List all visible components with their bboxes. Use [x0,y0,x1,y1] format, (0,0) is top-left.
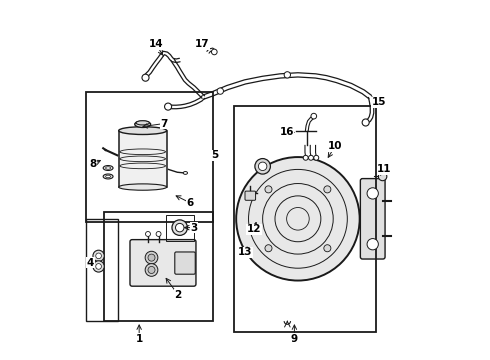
Circle shape [324,186,331,193]
Circle shape [145,251,158,264]
Circle shape [175,224,184,232]
Circle shape [145,264,158,276]
Text: 17: 17 [195,39,209,49]
Circle shape [165,103,172,110]
Circle shape [93,261,104,272]
Circle shape [324,245,331,252]
Circle shape [314,155,318,160]
Text: 3: 3 [190,222,197,233]
Bar [234,106,375,332]
Bar [86,219,118,321]
Text: 12: 12 [246,224,261,234]
Ellipse shape [106,175,111,178]
Ellipse shape [103,174,113,179]
Text: 1: 1 [136,334,143,344]
FancyBboxPatch shape [175,252,195,274]
Bar [119,131,167,187]
Circle shape [96,253,101,259]
Text: 4: 4 [87,258,94,268]
Text: 2: 2 [174,290,182,300]
Circle shape [236,157,360,280]
Circle shape [172,220,188,235]
Ellipse shape [119,184,167,190]
Text: 5: 5 [211,150,219,160]
Ellipse shape [103,166,113,171]
Text: 6: 6 [187,198,194,208]
FancyBboxPatch shape [360,179,385,259]
Text: 10: 10 [328,141,342,152]
Text: 13: 13 [238,247,252,257]
Circle shape [255,158,270,174]
Circle shape [148,266,155,274]
Circle shape [367,188,378,199]
Bar [86,92,213,222]
Circle shape [96,264,101,269]
Circle shape [217,88,223,94]
Circle shape [212,49,217,55]
Circle shape [146,231,150,237]
Bar [166,215,194,241]
Circle shape [93,250,104,261]
Circle shape [367,239,378,250]
Circle shape [265,245,272,252]
Ellipse shape [106,167,111,169]
Circle shape [284,72,291,78]
Text: 15: 15 [372,98,386,107]
FancyBboxPatch shape [130,240,196,286]
Ellipse shape [136,121,149,125]
Circle shape [309,155,314,160]
FancyBboxPatch shape [245,191,256,200]
Text: 14: 14 [149,39,163,49]
Text: 7: 7 [160,118,168,129]
Circle shape [142,74,149,81]
Circle shape [265,186,272,193]
Circle shape [311,113,317,119]
Text: 11: 11 [377,165,392,174]
Bar [104,212,213,321]
Circle shape [303,155,308,160]
Text: 9: 9 [291,334,298,344]
Circle shape [362,119,369,126]
Circle shape [378,172,387,181]
Circle shape [258,162,267,171]
Ellipse shape [183,171,188,174]
Ellipse shape [135,121,150,127]
Circle shape [156,231,161,237]
Ellipse shape [119,127,167,135]
Circle shape [148,254,155,261]
Text: 8: 8 [89,159,96,169]
Text: 16: 16 [279,127,294,138]
